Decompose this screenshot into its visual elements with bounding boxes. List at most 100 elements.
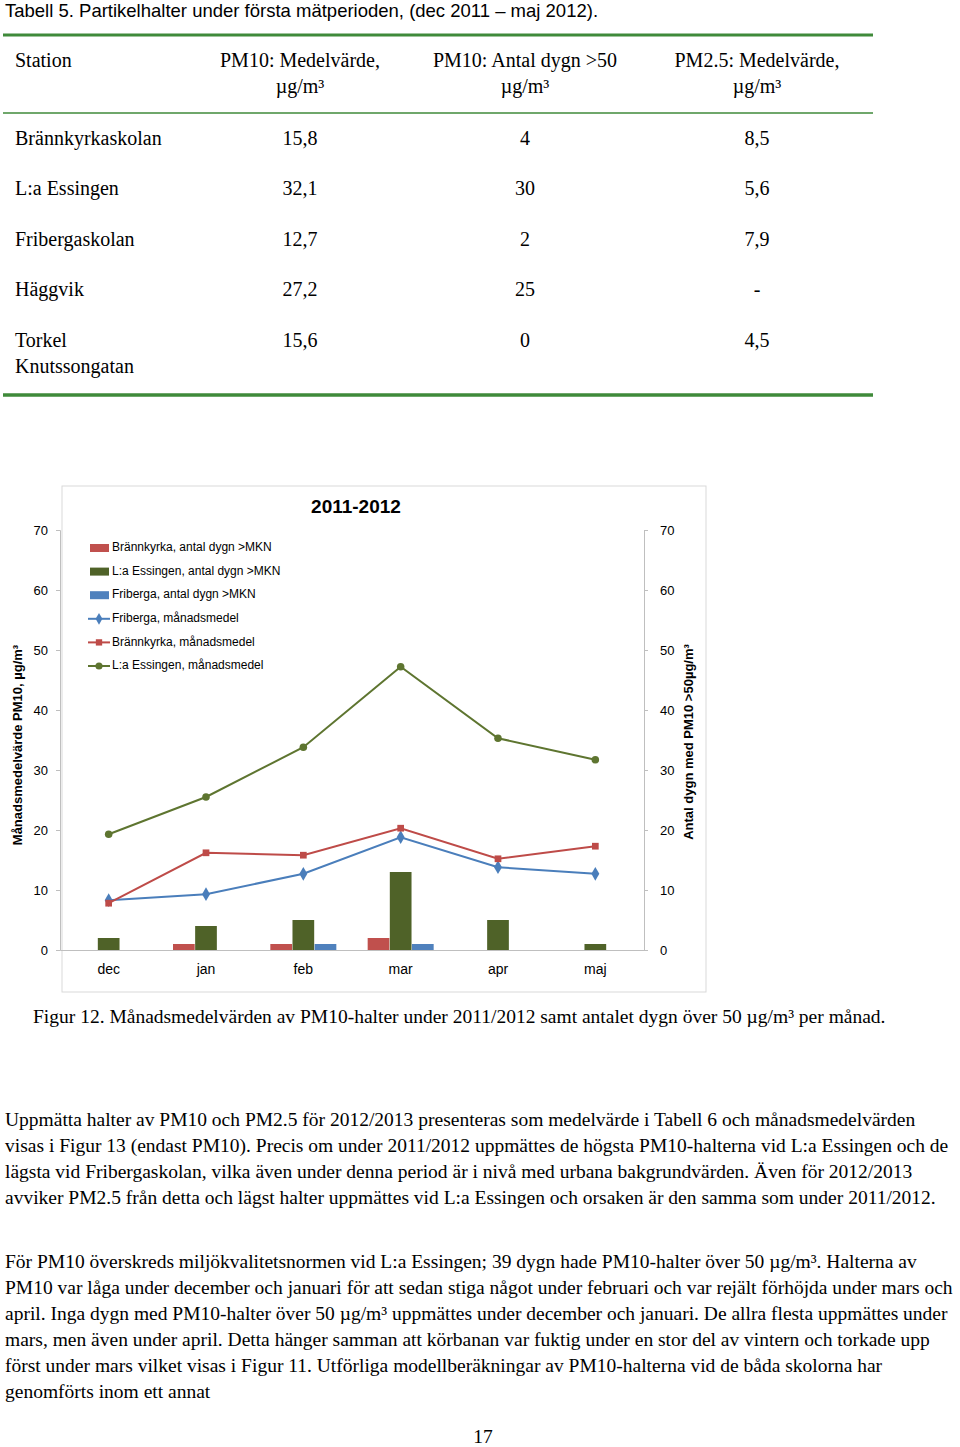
tick: 20 — [644, 823, 674, 838]
tick-mark — [644, 950, 648, 951]
tick-label: 40 — [660, 703, 674, 718]
tick: 60 — [644, 583, 674, 598]
table-cell: 8,5 — [745, 127, 770, 149]
tick-mark — [56, 710, 60, 711]
tick-mark — [644, 590, 648, 591]
tick-mark — [56, 950, 60, 951]
bar — [412, 944, 434, 950]
line — [109, 828, 596, 903]
marker — [495, 855, 502, 862]
tick-label: 40 — [34, 703, 48, 718]
paragraph: För PM10 överskreds miljökvalitetsnormen… — [5, 1249, 957, 1405]
table: Tabell 5. Partikelhalter under första mä… — [3, 0, 873, 395]
tick-label: mar — [389, 961, 413, 977]
tick: maj — [584, 950, 607, 977]
tick-mark — [644, 890, 648, 891]
tick-label: 0 — [660, 943, 667, 958]
column-header: µg/m³ — [501, 75, 550, 98]
marker — [494, 734, 502, 742]
bar-series — [98, 872, 606, 950]
table-cell: Brännkyrkaskolan — [15, 127, 162, 150]
table-title: Tabell 5. Partikelhalter under första mä… — [5, 0, 598, 21]
table-cell: 4 — [520, 127, 530, 149]
tick-label: 30 — [660, 763, 674, 778]
legend-entry: Brännkyrka, antal dygn >MKN — [90, 540, 272, 554]
tick: 40 — [644, 703, 674, 718]
bar — [98, 938, 120, 950]
table-rule — [3, 112, 873, 114]
marker — [397, 830, 405, 844]
tick-mark — [56, 530, 60, 531]
tick-label: 30 — [34, 763, 48, 778]
legend-entry: Friberga, månadsmedel — [88, 611, 239, 625]
legend-swatch — [90, 568, 109, 576]
tick: 70 — [644, 523, 674, 538]
tick: 0 — [41, 943, 60, 958]
tick: 50 — [644, 643, 674, 658]
legend-entry: L:a Essingen, antal dygn >MKN — [90, 564, 280, 578]
figure-caption: Figur 12. Månadsmedelvärden av PM10-halt… — [5, 1004, 957, 1030]
marker — [592, 756, 600, 764]
tick-mark — [56, 770, 60, 771]
tick-label: 10 — [34, 883, 48, 898]
line — [109, 837, 596, 900]
legend-label: L:a Essingen, månadsmedel — [112, 658, 263, 672]
tick-label: maj — [584, 961, 607, 977]
table-rule — [3, 393, 873, 397]
tick: 50 — [34, 643, 60, 658]
tick-mark — [56, 650, 60, 651]
chart-title: 2011-2012 — [311, 496, 401, 517]
marker — [397, 825, 404, 832]
table-cell: - — [754, 278, 761, 300]
tick-mark — [644, 650, 648, 651]
marker — [105, 900, 112, 907]
legend-label: Friberga, antal dygn >MKN — [112, 587, 256, 601]
table-cell: 7,9 — [745, 228, 770, 250]
bar — [509, 950, 531, 951]
x-axis: decjanfebmaraprmaj — [61, 950, 645, 977]
tick-mark — [644, 770, 648, 771]
legend-entry: Friberga, antal dygn >MKN — [90, 587, 256, 601]
table-cell: 12,7 — [283, 228, 318, 250]
tick: 20 — [34, 823, 60, 838]
bar — [584, 944, 606, 950]
tick-mark — [56, 590, 60, 591]
tick-label: 20 — [34, 823, 48, 838]
marker — [202, 793, 210, 801]
column-header: PM10: Antal dygn >50 — [433, 49, 617, 72]
tick-label: 60 — [660, 583, 674, 598]
y2-axis-title: Antal dygn med PM10 >50µg/m³ — [681, 644, 696, 840]
tick: 70 — [34, 523, 60, 538]
tick: dec — [97, 950, 120, 977]
marker — [299, 867, 307, 881]
marker — [105, 830, 113, 838]
plot-area — [98, 663, 606, 950]
marker — [397, 663, 405, 671]
column-header: µg/m³ — [733, 75, 782, 98]
tick-label: feb — [294, 961, 314, 977]
tick: mar — [389, 950, 413, 977]
table-rule — [3, 34, 873, 37]
table-cell: 4,5 — [745, 329, 770, 351]
bar — [270, 944, 292, 950]
table-cell: Fribergaskolan — [15, 228, 135, 251]
table-cell: Torkel — [15, 329, 67, 351]
tick: 40 — [34, 703, 60, 718]
chart: 2011-2012010203040506070010203040506070d… — [10, 486, 706, 992]
bar — [217, 950, 239, 951]
tick-mark — [56, 890, 60, 891]
column-header: Station — [15, 49, 72, 71]
marker — [592, 843, 599, 850]
tick-mark — [56, 830, 60, 831]
table-cell: 25 — [515, 278, 535, 300]
tick: 30 — [34, 763, 60, 778]
table-cell: 30 — [515, 177, 535, 199]
chart-frame — [62, 486, 706, 992]
tick-mark — [644, 530, 648, 531]
paragraph: Uppmätta halter av PM10 och PM2.5 för 20… — [5, 1107, 957, 1211]
legend-swatch — [90, 591, 109, 599]
legend-label: Brännkyrka, månadsmedel — [112, 635, 255, 649]
bar — [390, 872, 412, 950]
tick-mark — [644, 830, 648, 831]
bar — [562, 950, 584, 951]
